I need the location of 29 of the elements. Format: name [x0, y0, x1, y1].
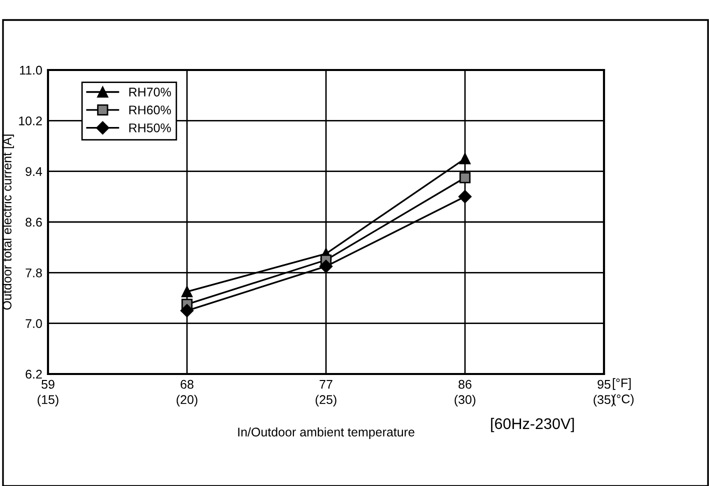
x-tick-label: 59 — [42, 380, 54, 389]
x2-tick-label: (35) — [594, 394, 614, 406]
point — [181, 286, 193, 298]
legend-label: RH50% — [129, 123, 171, 132]
point — [459, 172, 471, 184]
point — [459, 153, 471, 164]
legend-label: RH70% — [129, 88, 171, 97]
y-tick-label: 8.6 — [26, 218, 42, 227]
x-tick-label: 95 — [598, 380, 610, 389]
x-tick-label: 86 — [458, 380, 472, 389]
legend-label: RH60% — [129, 106, 171, 114]
y-tick-label: 7.0 — [26, 319, 42, 328]
point — [319, 260, 333, 273]
text: [60Hz-230V] — [491, 418, 574, 432]
y-tick-label: 11.0 — [20, 66, 42, 75]
x-axis-title: In/Outdoor ambient temperature — [238, 427, 414, 439]
x2-tick-label: (25) — [316, 394, 336, 406]
y-tick-label: 10.2 — [19, 116, 42, 126]
y-tick-label: 9.4 — [26, 167, 42, 176]
text: [°F] — [612, 378, 631, 390]
x2-tick-label: (15) — [38, 394, 58, 406]
x2-tick-label: (20) — [176, 394, 198, 406]
y-tick-label: 7.8 — [26, 268, 42, 278]
point — [458, 190, 472, 204]
y-tick-label: 6.2 — [26, 370, 42, 379]
point — [180, 304, 194, 318]
x-tick-label: 77 — [320, 380, 332, 389]
x-tick-label: 68 — [180, 380, 194, 389]
x2-tick-label: (30) — [454, 394, 476, 406]
